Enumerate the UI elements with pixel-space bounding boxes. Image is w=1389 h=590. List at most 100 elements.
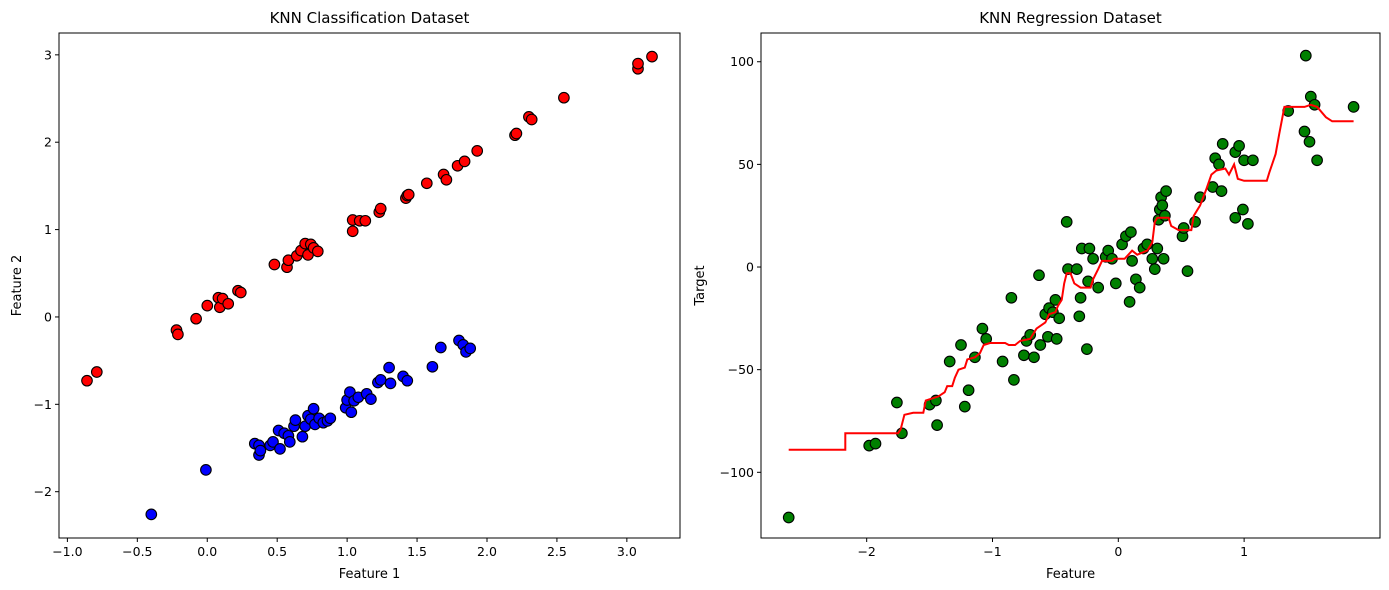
y-tick-label: 0: [746, 260, 754, 275]
x-tick-label: 1.5: [407, 544, 427, 559]
data-point: [190, 312, 202, 325]
data-point: [1151, 242, 1164, 255]
data-point: [1237, 203, 1249, 216]
classification-panel: −1.0 −0.5 0.0 0.5 1.0 1.5 2.0 2.5 3.0 −2 −1 0 1 2 3 KNN…: [10, 9, 681, 582]
data-point: [1160, 185, 1172, 197]
y-tick-label: −2: [34, 484, 52, 499]
data-point: [222, 297, 235, 310]
data-point: [955, 339, 967, 351]
x-tick-label: −2: [857, 544, 875, 559]
data-point: [283, 436, 296, 448]
data-point: [254, 444, 267, 457]
data-point: [1034, 339, 1047, 351]
data-point: [1126, 255, 1138, 267]
data-point: [1074, 291, 1087, 304]
data-point: [1028, 351, 1040, 364]
data-point: [1303, 135, 1316, 148]
x-tick-label: 2.5: [547, 544, 567, 559]
y-axis-label: Target: [693, 265, 708, 306]
prediction-line: [788, 103, 1354, 451]
data-point: [869, 437, 882, 450]
data-point: [311, 245, 324, 258]
data-point: [359, 214, 372, 227]
y-axis-label: Feature 2: [10, 255, 25, 317]
data-point: [1146, 252, 1159, 265]
y-tick-label: 2: [44, 135, 52, 150]
data-point: [1024, 328, 1037, 341]
y-tick-label: 100: [730, 54, 754, 69]
data-point: [1125, 226, 1137, 238]
data-point: [90, 366, 103, 378]
data-point: [1298, 125, 1311, 138]
x-tick-label: −1.0: [52, 544, 82, 559]
data-point: [1347, 101, 1360, 113]
data-point: [402, 188, 415, 201]
y-tick-label: −1: [34, 397, 52, 412]
data-point: [374, 374, 387, 386]
data-point: [1008, 374, 1020, 386]
data-point: [296, 430, 309, 443]
data-point: [234, 286, 247, 299]
data-point: [345, 406, 358, 419]
data-point: [1229, 211, 1242, 224]
chart-title: KNN Classification Dataset: [270, 9, 470, 27]
data-point: [1083, 242, 1096, 255]
x-tick-label: −0.5: [122, 544, 152, 559]
data-point: [1073, 310, 1086, 323]
data-point: [1156, 199, 1169, 212]
data-point: [1033, 269, 1045, 282]
data-point: [383, 361, 395, 374]
data-point: [931, 419, 943, 431]
data-point: [1242, 218, 1254, 230]
data-point: [1018, 349, 1030, 362]
data-point: [346, 225, 359, 238]
data-point: [289, 414, 302, 426]
data-point: [274, 443, 286, 455]
data-point: [782, 511, 795, 524]
y-tick-label: −50: [728, 362, 754, 377]
y-tick-label: 50: [738, 157, 754, 172]
data-point: [434, 341, 447, 354]
data-point: [1060, 216, 1073, 228]
data-point: [525, 113, 538, 126]
y-tick-label: 0: [44, 309, 52, 324]
data-point: [632, 57, 644, 70]
x-tick-label: 1.0: [337, 544, 357, 559]
x-tick-label: 1: [1240, 544, 1248, 559]
x-tick-label: 0: [1114, 544, 1122, 559]
data-point: [426, 360, 439, 373]
data-point: [1299, 49, 1312, 62]
data-point: [943, 355, 956, 368]
y-tick-label: 1: [44, 222, 52, 237]
data-point: [307, 402, 320, 415]
y-tick-label: −100: [720, 465, 754, 480]
data-point: [420, 177, 433, 190]
data-point: [510, 127, 523, 140]
data-point: [1157, 252, 1170, 265]
data-point: [324, 412, 337, 425]
data-point: [1070, 263, 1083, 275]
data-point: [440, 173, 453, 186]
data-point: [201, 299, 214, 312]
data-point: [200, 464, 212, 476]
x-tick-label: 0.0: [197, 544, 217, 559]
data-point: [1215, 185, 1228, 197]
regression-panel: −2 −1 0 1 −100 −50 0 50 100 KNN Regression Datase…: [693, 9, 1381, 582]
data-point: [374, 202, 387, 215]
data-point: [1123, 296, 1136, 308]
axes-frame: [58, 32, 681, 539]
y-tick-label: 3: [44, 47, 52, 62]
data-point: [1050, 333, 1063, 345]
data-point: [1053, 312, 1066, 325]
data-point: [464, 342, 477, 355]
x-tick-label: −1: [983, 544, 1001, 559]
data-point: [401, 374, 414, 387]
data-point: [976, 322, 989, 335]
data-point: [646, 50, 658, 63]
x-tick-label: 0.5: [267, 544, 287, 559]
data-point: [558, 91, 570, 104]
data-point: [145, 508, 158, 521]
data-point: [1233, 140, 1245, 152]
data-point: [1133, 281, 1146, 294]
